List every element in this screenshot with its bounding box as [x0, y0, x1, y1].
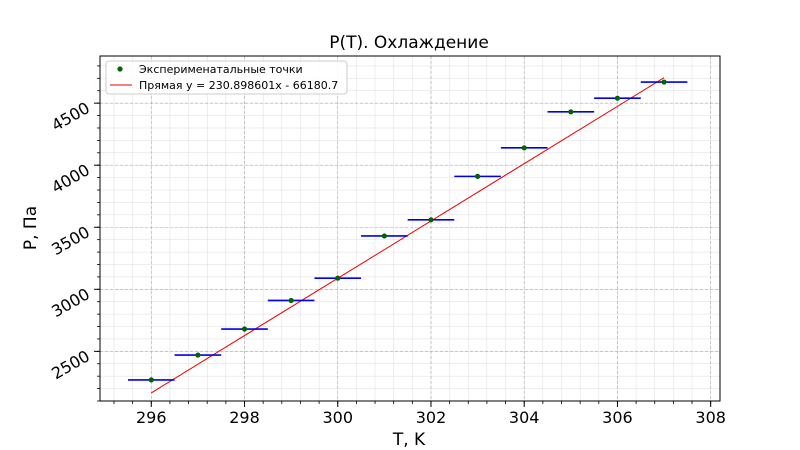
major-grid: [100, 56, 720, 401]
chart-title: P(T). Охлаждение: [329, 33, 489, 53]
legend-box: [105, 60, 348, 95]
axes-frame: [99, 55, 721, 402]
y-tick-label: 3000: [48, 284, 93, 321]
y-tick-label: 4000: [48, 160, 93, 197]
ticks: 296 298 300 302 304 306 308 2500 3000 3500 4000 450…: [48, 65, 726, 427]
x-axis-label: T, K: [392, 430, 426, 450]
x-tick-label: 296: [136, 408, 167, 427]
y-tick-label: 3500: [48, 222, 93, 259]
legend-label-points: Эксперименатальные точки: [139, 63, 303, 76]
data-point: [521, 145, 527, 151]
y-tick-label: 2500: [48, 346, 93, 383]
data-point: [288, 297, 294, 304]
y-tick-label: 4500: [48, 98, 93, 135]
data-point: [148, 377, 154, 383]
data-point: [474, 173, 481, 179]
y-axis-label: P, Па: [21, 206, 41, 250]
data-point: [381, 233, 387, 239]
data-point: [195, 352, 201, 358]
x-tick-label: 298: [229, 408, 260, 427]
legend-marker-points: [117, 66, 123, 72]
data-point: [661, 79, 667, 85]
data-point: [335, 275, 341, 281]
x-tick-label: 304: [509, 408, 540, 427]
x-tick-label: 300: [322, 408, 353, 427]
x-tick-label: 308: [695, 408, 726, 427]
legend: Эксперименатальные точки Прямая y = 230.8…: [105, 60, 348, 95]
data-point: [614, 95, 621, 101]
legend-label-line: Прямая y = 230.898601x - 66180.7: [139, 79, 338, 92]
data-point: [428, 217, 434, 223]
x-tick-label: 306: [602, 408, 633, 427]
minor-grid: [100, 56, 720, 402]
plot-content: [127, 77, 688, 394]
fit-line: [151, 77, 665, 394]
data-point: [568, 109, 574, 115]
x-tick-label: 302: [416, 408, 447, 427]
data-point: [241, 326, 248, 332]
